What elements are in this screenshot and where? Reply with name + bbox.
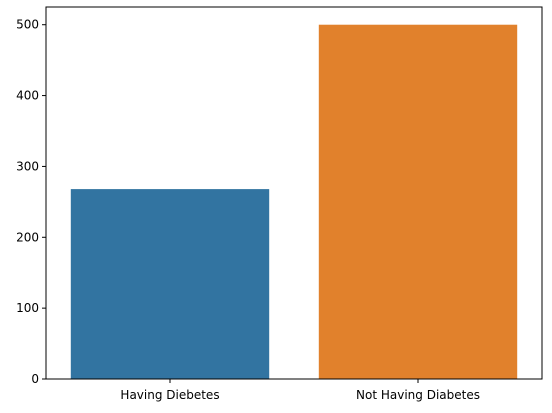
bars-group [70, 24, 518, 379]
x-tick-label: Having Diebetes [120, 388, 219, 402]
y-tick-label: 0 [31, 372, 39, 386]
y-axis-ticks: 0 100 200 300 400 500 [16, 18, 46, 386]
x-axis-ticks: Having Diebetes Not Having Diabetes [120, 379, 480, 402]
y-tick-label: 500 [16, 18, 39, 32]
x-tick-label: Not Having Diabetes [356, 388, 480, 402]
plot-frame [45, 6, 543, 380]
y-tick-label: 100 [16, 301, 39, 315]
bar-0 [70, 189, 270, 379]
y-tick-label: 300 [16, 159, 39, 173]
y-tick-label: 200 [16, 230, 39, 244]
y-tick-label: 400 [16, 89, 39, 103]
bar-1 [318, 24, 518, 379]
